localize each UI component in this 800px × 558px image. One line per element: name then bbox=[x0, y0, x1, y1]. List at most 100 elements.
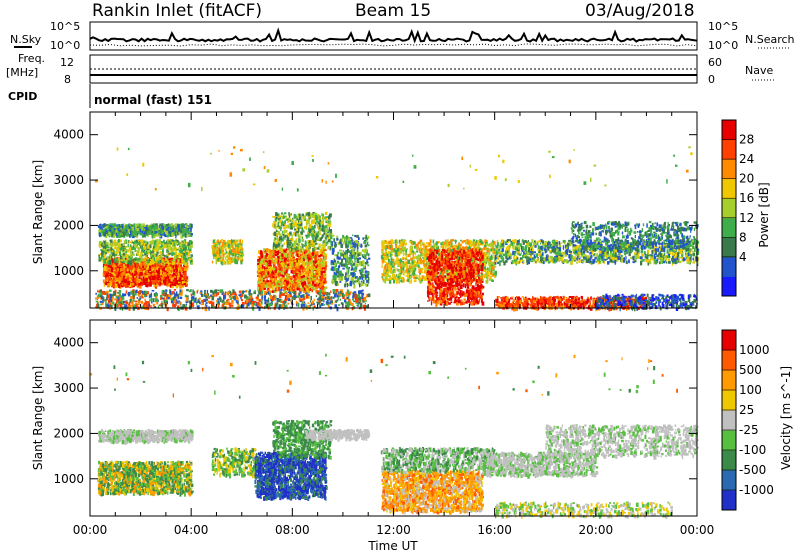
range-gate-cell bbox=[105, 303, 107, 307]
range-gate-cell bbox=[235, 254, 237, 257]
range-gate-cell bbox=[368, 293, 370, 297]
range-gate-cell bbox=[222, 242, 224, 246]
range-gate-cell bbox=[139, 242, 141, 244]
range-gate-cell bbox=[251, 293, 253, 295]
range-gate-cell bbox=[189, 240, 192, 242]
range-gate-cell bbox=[127, 269, 129, 272]
range-gate-cell bbox=[302, 307, 304, 311]
range-gate-cell bbox=[149, 226, 151, 229]
range-gate-cell bbox=[162, 252, 163, 256]
range-gate-cell bbox=[345, 305, 347, 308]
range-gate-cell bbox=[152, 280, 154, 284]
range-gate-cell bbox=[206, 299, 208, 301]
range-gate-cell bbox=[113, 282, 116, 286]
range-gate-cell bbox=[152, 255, 155, 258]
nave-label: Nave bbox=[745, 64, 773, 77]
range-gate-cell bbox=[231, 296, 234, 298]
range-gate-cell bbox=[153, 232, 155, 236]
range-gate-cell bbox=[308, 295, 310, 298]
range-gate-cell bbox=[189, 290, 191, 292]
range-gate-cell bbox=[213, 257, 215, 259]
range-gate-cell bbox=[141, 301, 143, 304]
range-gate-cell bbox=[143, 277, 145, 280]
range-gate-cell bbox=[256, 297, 259, 299]
range-gate-cell bbox=[152, 276, 154, 280]
range-gate-cell bbox=[232, 250, 235, 253]
range-gate-cell bbox=[123, 256, 125, 259]
range-gate-cell bbox=[171, 248, 174, 252]
range-gate-cell bbox=[223, 240, 225, 242]
range-gate-cell bbox=[129, 247, 132, 251]
range-gate-cell bbox=[161, 283, 162, 285]
range-gate-cell bbox=[162, 243, 164, 245]
range-gate-cell bbox=[183, 253, 185, 256]
range-gate-cell bbox=[168, 253, 171, 255]
range-gate-cell bbox=[110, 296, 111, 299]
range-gate-cell bbox=[175, 302, 177, 306]
range-gate-cell bbox=[152, 240, 154, 244]
range-gate-cell bbox=[307, 294, 310, 296]
range-gate-cell bbox=[340, 299, 341, 301]
range-gate-cell bbox=[123, 224, 124, 226]
range-gate-cell bbox=[274, 298, 276, 301]
freq-strip-frame bbox=[90, 55, 697, 83]
range-gate-cell bbox=[108, 272, 110, 274]
range-gate-cell bbox=[144, 247, 146, 249]
range-gate-cell bbox=[103, 246, 105, 249]
range-gate-cell bbox=[328, 292, 330, 295]
range-gate-cell bbox=[148, 274, 151, 276]
range-gate-cell bbox=[175, 266, 177, 270]
range-gate-cell bbox=[108, 299, 109, 303]
range-gate-cell bbox=[149, 269, 152, 271]
range-gate-cell bbox=[352, 299, 354, 301]
range-gate-cell bbox=[287, 278, 289, 281]
range-gate-cell bbox=[118, 239, 120, 242]
range-gate-cell bbox=[107, 303, 109, 306]
noise-tick-lo-left: 10^0 bbox=[50, 39, 80, 52]
range-gate-cell bbox=[177, 244, 178, 246]
range-gate-cell bbox=[131, 283, 132, 285]
range-gate-cell bbox=[110, 273, 111, 277]
range-gate-cell bbox=[325, 261, 327, 264]
range-gate-cell bbox=[122, 283, 124, 285]
range-gate-cell bbox=[145, 301, 148, 305]
range-gate-cell bbox=[154, 250, 156, 252]
range-gate-cell bbox=[168, 258, 171, 260]
range-gate-cell bbox=[338, 304, 340, 306]
range-gate-cell bbox=[254, 290, 255, 293]
range-gate-cell bbox=[156, 249, 158, 253]
range-gate-cell bbox=[122, 300, 123, 302]
range-gate-cell bbox=[114, 225, 116, 227]
range-gate-cell bbox=[190, 227, 191, 229]
range-gate-cell bbox=[225, 291, 226, 293]
range-gate-cell bbox=[190, 251, 192, 253]
range-gate-cell bbox=[147, 255, 148, 257]
range-gate-cell bbox=[219, 247, 221, 249]
range-gate-cell bbox=[187, 255, 189, 258]
range-gate-cell bbox=[293, 275, 296, 278]
range-gate-cell bbox=[170, 291, 172, 295]
range-gate-cell bbox=[259, 299, 261, 301]
range-gate-cell bbox=[132, 247, 135, 250]
range-gate-cell bbox=[147, 250, 149, 252]
range-gate-cell bbox=[133, 246, 134, 248]
range-gate-cell bbox=[106, 275, 108, 277]
range-gate-cell bbox=[309, 289, 311, 291]
range-gate-cell bbox=[150, 244, 152, 248]
range-gate-cell bbox=[156, 293, 159, 296]
range-gate-cell bbox=[156, 280, 158, 282]
range-gate-cell bbox=[178, 280, 180, 282]
range-gate-cell bbox=[209, 296, 211, 298]
range-gate-cell bbox=[259, 307, 261, 311]
range-gate-cell bbox=[152, 227, 154, 229]
range-gate-cell bbox=[141, 247, 143, 249]
range-gate-cell bbox=[229, 240, 231, 244]
range-gate-cell bbox=[353, 294, 355, 298]
range-gate-cell bbox=[99, 246, 101, 249]
range-gate-cell bbox=[294, 295, 296, 298]
range-gate-cell bbox=[153, 223, 155, 225]
range-gate-cell bbox=[257, 302, 260, 306]
range-gate-cell bbox=[223, 254, 225, 258]
range-gate-cell bbox=[138, 298, 140, 300]
range-gate-cell bbox=[330, 290, 331, 293]
